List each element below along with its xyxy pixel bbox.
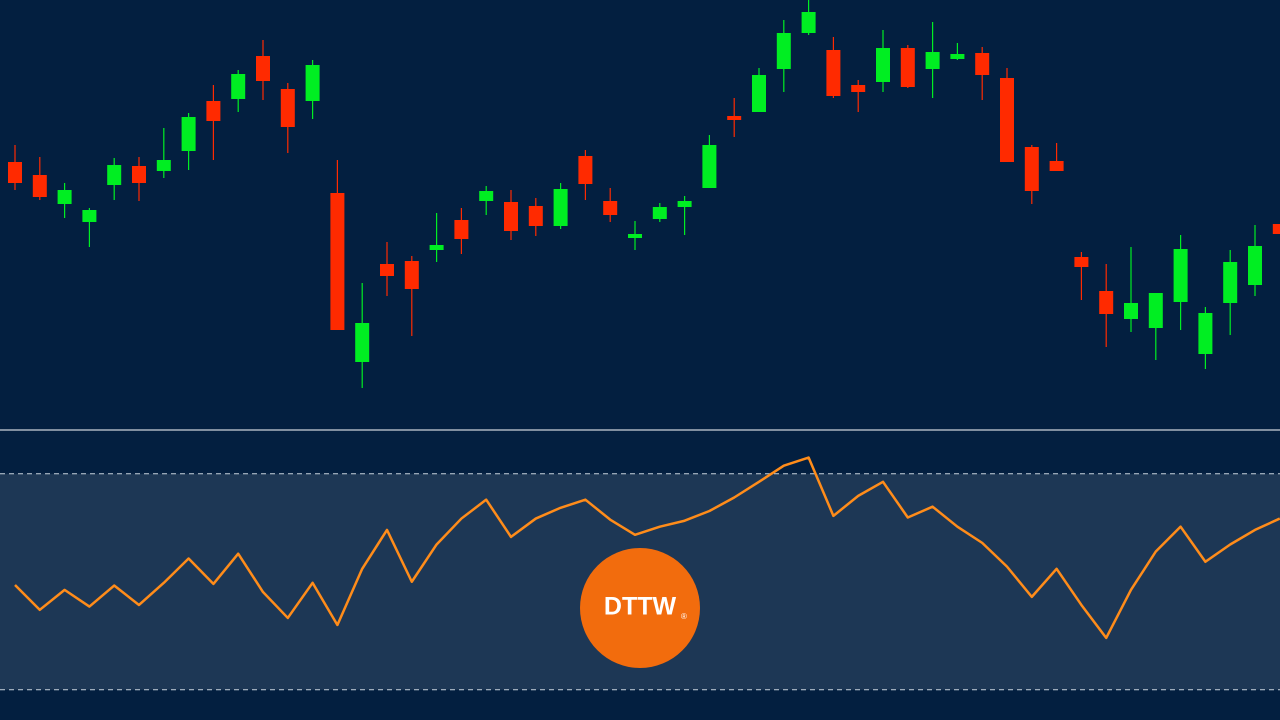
- candle-body: [652, 207, 667, 219]
- candle-body: [801, 12, 816, 33]
- candle-body: [1049, 161, 1064, 171]
- candle-body: [1074, 257, 1089, 267]
- candle-body: [1148, 293, 1163, 328]
- logo-mark: ®: [681, 612, 687, 621]
- candle-body: [826, 50, 841, 96]
- candle-body: [479, 191, 494, 201]
- candle-body: [1198, 313, 1213, 354]
- logo-circle: [580, 548, 700, 668]
- candle-body: [1099, 291, 1114, 314]
- candle-body: [925, 52, 940, 69]
- candle-body: [528, 206, 543, 226]
- candle-body: [82, 210, 97, 222]
- candle-body: [628, 234, 642, 238]
- candle-body: [851, 85, 866, 92]
- candle-body: [32, 175, 47, 197]
- candle-body: [256, 56, 270, 81]
- candle-body: [603, 201, 618, 215]
- candle-body: [1000, 78, 1014, 162]
- candle-body: [950, 54, 965, 59]
- candle-body: [206, 101, 221, 121]
- candle-body: [107, 165, 122, 185]
- candle-body: [404, 261, 419, 289]
- candle-body: [280, 89, 295, 127]
- candle-body: [1272, 224, 1280, 234]
- candle-body: [57, 190, 72, 204]
- candle-body: [504, 202, 518, 231]
- candle-body: [1173, 249, 1188, 302]
- candle-body: [727, 116, 742, 120]
- candle-body: [305, 65, 320, 101]
- candle-body: [454, 220, 469, 239]
- candle-body: [677, 201, 692, 207]
- oscillator-line: [14, 456, 1280, 640]
- candle-body: [1248, 246, 1262, 285]
- candle-body: [578, 156, 593, 184]
- candle-body: [231, 74, 246, 99]
- candle-body: [132, 166, 146, 183]
- candle-body: [876, 48, 890, 82]
- candle-body: [975, 53, 990, 75]
- candle-body: [1223, 262, 1238, 303]
- logo-text: DTTW: [604, 593, 677, 621]
- candle-body: [1024, 147, 1039, 191]
- candle-body: [776, 33, 791, 69]
- candle-body: [1124, 303, 1138, 319]
- candle-body: [8, 162, 22, 183]
- candle-body: [355, 323, 370, 362]
- candle-body: [156, 160, 171, 171]
- candle-body: [553, 189, 568, 226]
- candle-body: [752, 75, 766, 112]
- candle-body: [702, 145, 717, 188]
- candle-body: [429, 245, 444, 250]
- candle-body: [900, 48, 915, 87]
- candle-body: [380, 264, 394, 276]
- candle-body: [330, 193, 345, 330]
- candle-body: [181, 117, 196, 151]
